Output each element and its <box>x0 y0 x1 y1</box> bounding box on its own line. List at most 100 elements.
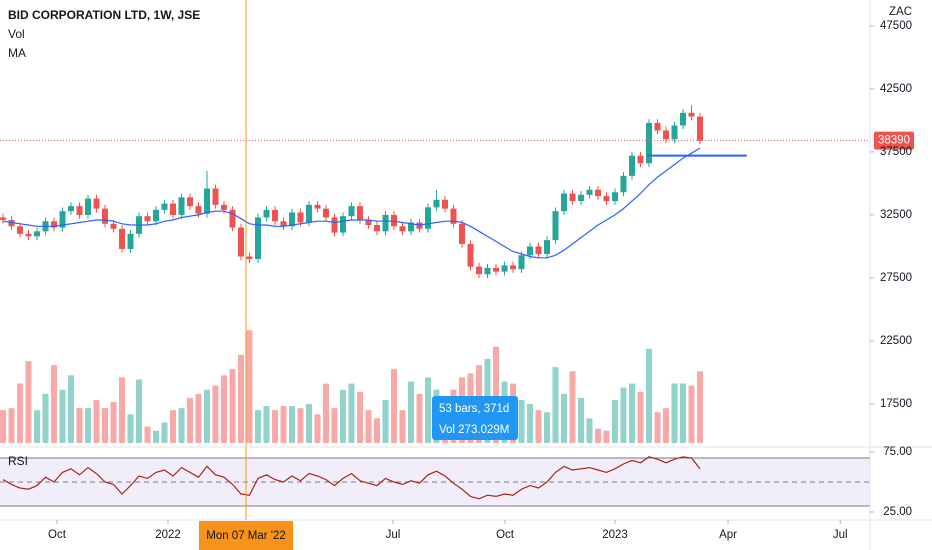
volume-bar <box>399 410 406 443</box>
candle-body <box>603 196 610 202</box>
volume-bar <box>365 410 372 443</box>
last-price-box <box>874 131 914 150</box>
volume-bar <box>153 430 160 443</box>
candle-body <box>493 267 500 272</box>
volume-bar <box>544 412 551 443</box>
candle-body <box>289 212 296 227</box>
volume-bar <box>161 422 168 443</box>
candle-body <box>586 189 593 195</box>
volume-bar <box>688 385 695 443</box>
volume-bar <box>221 375 228 443</box>
volume-bar <box>76 408 83 443</box>
crosshair-label: Mon 07 Mar '22 <box>206 530 286 542</box>
chart-title: BID CORPORATION LTD, 1W, JSE <box>8 8 200 22</box>
volume-bar <box>263 406 270 443</box>
volume-bar <box>246 330 253 443</box>
candle-body <box>374 225 381 232</box>
y-tick-label: 47500 <box>880 20 912 32</box>
volume-bar <box>127 414 134 443</box>
candle-body <box>476 266 483 275</box>
x-tick-label: Jul <box>833 529 848 541</box>
volume-bar <box>527 404 534 443</box>
volume-bar <box>425 377 432 443</box>
candle-body <box>442 199 449 209</box>
candle-body <box>93 198 100 209</box>
ma-legend: MA <box>8 46 26 60</box>
volume-bar <box>561 393 568 443</box>
candle-body <box>578 194 585 202</box>
y-tick-label: 27500 <box>880 272 912 284</box>
candle-body <box>25 233 32 237</box>
y-tick-label: 42500 <box>880 83 912 95</box>
candle-body <box>459 223 466 244</box>
volume-bar <box>340 389 347 443</box>
volume-bar <box>629 383 636 443</box>
rsi-tick-label: 25.00 <box>883 506 912 518</box>
volume-bar <box>671 383 678 443</box>
candle-body <box>76 206 83 215</box>
candle-body <box>229 209 236 228</box>
volume-bar <box>493 346 500 443</box>
candle-body <box>195 206 202 214</box>
candle-body <box>246 256 253 260</box>
volume-bar <box>42 393 49 443</box>
candle-body <box>263 209 270 218</box>
candle-body <box>340 216 347 233</box>
volume-bar <box>408 381 415 443</box>
candle-body <box>518 255 525 270</box>
x-tick-label: Jul <box>386 529 401 541</box>
measure-volume: Vol 273.029M <box>439 424 509 436</box>
candle-body <box>544 240 551 255</box>
candle-body <box>280 221 287 227</box>
candle-body <box>153 209 160 222</box>
candle-body <box>119 228 126 249</box>
y-tick-label: 22500 <box>880 335 912 347</box>
candle-body <box>425 207 432 229</box>
volume-bar <box>297 408 304 443</box>
volume-bar <box>612 399 619 443</box>
x-tick-label: Apr <box>719 529 737 541</box>
candle-body <box>637 155 644 164</box>
volume-bar <box>178 408 185 443</box>
candle-body <box>178 197 185 215</box>
volume-bar <box>569 371 576 443</box>
x-tick-label: Oct <box>48 529 67 541</box>
candle-body <box>0 217 7 220</box>
volume-bar <box>93 399 100 443</box>
crosshair-box <box>199 521 294 550</box>
volume-bar <box>646 348 653 443</box>
volume-bar <box>187 397 194 443</box>
volume-bar <box>255 410 262 443</box>
volume-bar <box>272 410 279 443</box>
volume-bar <box>382 399 389 443</box>
candle-body <box>8 219 15 227</box>
volume-bar <box>238 354 245 443</box>
candle-body <box>433 199 440 208</box>
ma-line <box>2 147 701 259</box>
volume-bar <box>357 391 364 443</box>
candle-body <box>527 246 534 256</box>
volume-bar <box>212 385 219 443</box>
volume-bar <box>620 387 627 443</box>
candle-body <box>204 188 211 214</box>
volume-bar <box>68 375 75 443</box>
candle-body <box>314 204 321 209</box>
volume-bar <box>323 383 330 443</box>
x-tick-label: 2023 <box>602 529 628 541</box>
candle-body <box>68 206 75 212</box>
candle-body <box>561 193 568 212</box>
candle-body <box>306 204 313 223</box>
volume-bar <box>110 402 117 443</box>
volume-bar <box>85 408 92 443</box>
candle-body <box>365 219 372 226</box>
candle-body <box>348 206 355 217</box>
candle-body <box>416 222 423 229</box>
candle-body <box>238 227 245 257</box>
candle-body <box>680 112 687 126</box>
y-tick-label: 37500 <box>880 146 912 158</box>
volume-bar <box>595 428 602 443</box>
volume-bar <box>195 393 202 443</box>
volume-bar <box>25 361 32 443</box>
candle-body <box>51 221 58 228</box>
